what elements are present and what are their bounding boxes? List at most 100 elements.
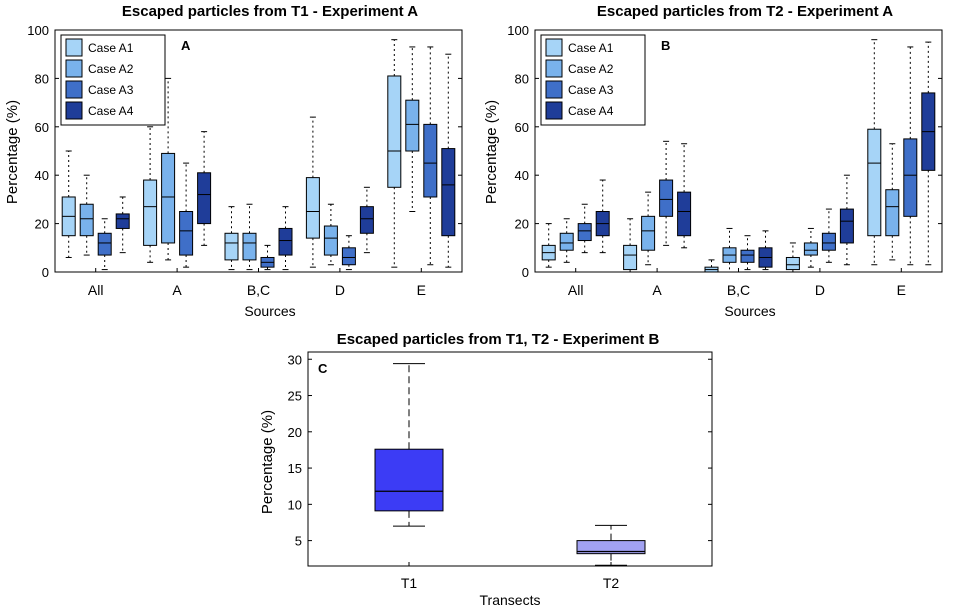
panel-c-chart: Escaped particles from T1, T2 - Experime… xyxy=(259,331,713,608)
panel-b-category-label: E xyxy=(897,282,906,298)
panel-b-box-case-a1-all xyxy=(541,223,556,268)
panel-c-x-axis-label: Transects xyxy=(480,592,541,608)
panel-b-box-case-a3-a xyxy=(659,140,674,246)
panel-b-y-axis-label: Percentage (%) xyxy=(483,100,500,204)
panel-a-box-case-a1-bc xyxy=(224,206,239,271)
panel-a-category-label: All xyxy=(88,282,104,298)
box-iqr xyxy=(405,99,420,152)
box-iqr xyxy=(323,225,338,256)
box-iqr xyxy=(341,247,356,266)
panel-b-box-case-a1-bc xyxy=(704,259,719,273)
panel-b-y-tick-label: 40 xyxy=(515,168,529,183)
box-iqr xyxy=(387,75,402,188)
panel-a-box-case-a1-all xyxy=(61,150,76,258)
panel-b-category-label: B,C xyxy=(727,282,750,298)
panel-a-y-axis-label: Percentage (%) xyxy=(4,100,21,204)
panel-a-box-case-a4-d xyxy=(359,186,374,254)
panel-c-box-t1 xyxy=(374,363,444,527)
panel-c-y-axis-label: Percentage (%) xyxy=(259,410,276,514)
legend-swatch xyxy=(545,101,563,120)
panel-a-y-tick-label: 60 xyxy=(35,120,49,135)
panel-a-box-case-a4-a xyxy=(197,131,212,246)
box-iqr xyxy=(224,232,239,261)
panel-c-category-label: T1 xyxy=(401,575,418,591)
panel-a-box-case-a4-all xyxy=(115,196,130,254)
box-iqr xyxy=(740,249,755,263)
panel-b-box-case-a2-e xyxy=(885,143,900,261)
box-iqr xyxy=(161,152,176,244)
legend-swatch xyxy=(545,80,563,99)
panel-b-box-case-a1-a xyxy=(623,218,638,273)
panel-a-box-case-a1-a xyxy=(143,126,158,263)
panel-b-y-tick-label: 80 xyxy=(515,71,529,86)
panel-a-category-label: A xyxy=(172,282,182,298)
legend-entry: Case A2 xyxy=(568,62,614,76)
box-iqr xyxy=(577,223,592,242)
legend-swatch xyxy=(65,101,83,120)
panel-c-y-tick-label: 10 xyxy=(288,497,302,512)
box-iqr xyxy=(659,179,674,217)
panel-a-box-case-a2-d xyxy=(323,203,338,266)
box-iqr xyxy=(441,148,456,237)
panel-c-y-tick-label: 30 xyxy=(288,352,302,367)
panel-b-box-case-a3-bc xyxy=(740,235,755,271)
box-iqr xyxy=(576,540,646,555)
panel-b-box-case-a4-d xyxy=(839,174,854,266)
legend-entry: Case A4 xyxy=(568,104,614,118)
panel-a-box-case-a3-a xyxy=(179,162,194,268)
panel-a-category-label: E xyxy=(417,282,426,298)
panel-a-box-case-a3-all xyxy=(97,218,112,271)
panel-c-y-tick-label: 15 xyxy=(288,461,302,476)
panel-b-y-tick-label: 0 xyxy=(522,265,529,280)
box-iqr xyxy=(867,128,882,237)
box-iqr xyxy=(278,227,293,256)
panel-a-box-case-a3-d xyxy=(341,235,356,271)
panel-a-y-tick-label: 40 xyxy=(35,168,49,183)
panel-a-box-case-a1-d xyxy=(305,116,320,268)
panel-b-box-case-a1-e xyxy=(867,39,882,266)
box-iqr xyxy=(623,244,638,271)
panel-b-box-case-a2-all xyxy=(559,218,574,263)
panel-a-box-case-a4-bc xyxy=(278,206,293,271)
panel-c-y-tick-label: 25 xyxy=(288,389,302,404)
panel-b-y-tick-label: 20 xyxy=(515,217,529,232)
panel-b-title: Escaped particles from T2 - Experiment A xyxy=(597,3,893,20)
panel-b-box-case-a2-a xyxy=(641,191,656,266)
panel-b-box-case-a2-bc xyxy=(722,227,737,273)
panel-a-box-case-a2-e xyxy=(405,46,420,212)
box-iqr xyxy=(143,179,158,246)
legend-swatch xyxy=(65,59,83,78)
box-iqr xyxy=(115,213,130,229)
legend-entry: Case A3 xyxy=(568,83,614,97)
panel-a-box-case-a2-bc xyxy=(242,203,257,271)
panel-a-chart: Escaped particles from T1 - Experiment A… xyxy=(4,3,463,319)
panel-b-legend: Case A1 Case A2 Case A3 Case A4 xyxy=(540,34,646,126)
panel-b-category-label: A xyxy=(652,282,662,298)
panel-a-box-case-a3-e xyxy=(423,46,438,266)
panel-b-box-case-a4-a xyxy=(677,143,692,249)
panel-a-box-case-a2-all xyxy=(79,174,94,256)
panel-a-box-case-a3-bc xyxy=(260,244,275,271)
panel-c-y-tick-label: 20 xyxy=(288,425,302,440)
panel-b-box-case-a4-bc xyxy=(758,230,773,271)
panel-b-box-case-a4-all xyxy=(595,179,610,254)
panel-b-chart: Escaped particles from T2 - Experiment A… xyxy=(483,3,943,319)
panel-a-box-case-a4-e xyxy=(441,53,456,268)
panel-b-category-label: D xyxy=(815,282,825,298)
box-iqr xyxy=(179,211,194,256)
panel-a-y-tick-label: 80 xyxy=(35,71,49,86)
box-iqr xyxy=(423,123,438,198)
panel-c-title: Escaped particles from T1, T2 - Experime… xyxy=(337,331,660,348)
box-iqr xyxy=(359,206,374,234)
panel-a-legend: Case A1 Case A2 Case A3 Case A4 xyxy=(60,34,166,126)
panel-b-box-case-a3-d xyxy=(821,208,836,263)
panel-b-box-case-a1-d xyxy=(785,242,800,273)
box-iqr xyxy=(559,232,574,251)
box-iqr xyxy=(903,138,918,217)
legend-entry: Case A3 xyxy=(88,83,134,97)
box-iqr xyxy=(97,232,112,256)
panel-c-box-t2 xyxy=(576,524,646,566)
legend-entry: Case A2 xyxy=(88,62,134,76)
legend-entry: Case A4 xyxy=(88,104,134,118)
